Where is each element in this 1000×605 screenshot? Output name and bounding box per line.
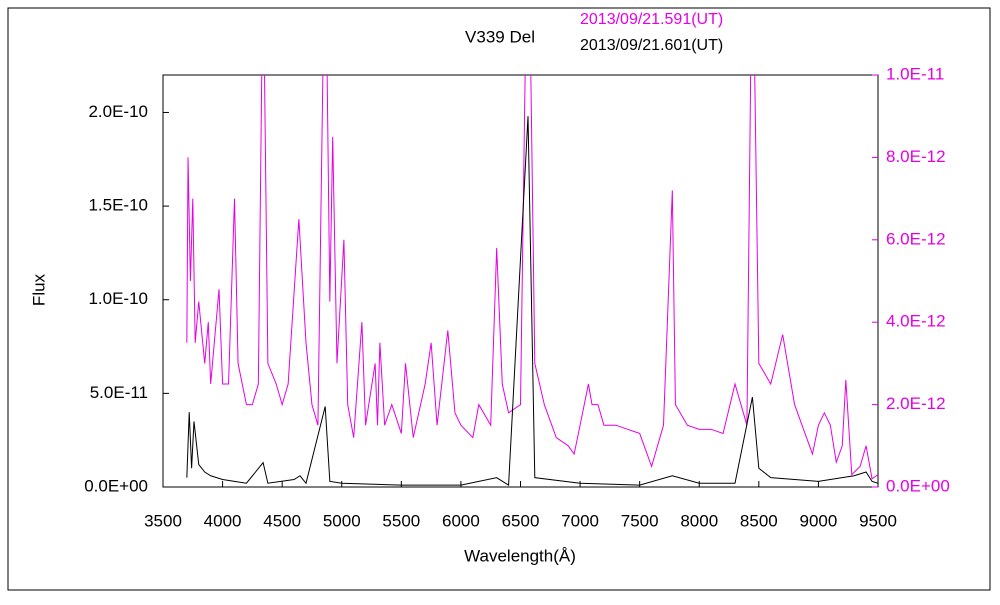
y2-tick-label: 2.0E-12 [886,394,946,413]
y-tick-label: 2.0E-10 [88,102,148,121]
x-tick-label: 6500 [502,511,540,530]
series-line [186,75,878,480]
x-tick-label: 8000 [680,511,718,530]
x-axis-label: Wavelength(Å) [464,546,576,565]
y-tick-label: 1.0E-10 [88,289,148,308]
y-tick-label: 0.0E+00 [84,476,148,495]
x-tick-label: 3500 [144,511,182,530]
y2-tick-label: 6.0E-12 [886,229,946,248]
series-line [186,116,878,487]
chart-title: V339 Del [465,27,535,46]
x-tick-label: 9500 [859,511,897,530]
y2-tick-label: 8.0E-12 [886,147,946,166]
y2-tick-label: 0.0E+00 [886,476,950,495]
x-tick-label: 5500 [382,511,420,530]
x-tick-label: 7500 [621,511,659,530]
x-tick-label: 8500 [740,511,778,530]
x-tick-label: 4500 [263,511,301,530]
legend-entry: 2013/09/21.601(UT) [580,37,723,54]
y2-tick-label: 1.0E-11 [886,64,944,83]
y-axis-label: Flux [29,273,48,306]
x-tick-label: 9000 [800,511,838,530]
legend-entry: 2013/09/21.591(UT) [580,11,723,28]
y2-tick-label: 4.0E-12 [886,312,946,331]
y-tick-label: 1.5E-10 [88,196,148,215]
y-tick-label: 5.0E-11 [90,383,148,402]
x-tick-label: 5000 [323,511,361,530]
x-tick-label: 6000 [442,511,480,530]
x-tick-label: 7000 [561,511,599,530]
lines [186,75,878,487]
x-tick-label: 4000 [204,511,242,530]
